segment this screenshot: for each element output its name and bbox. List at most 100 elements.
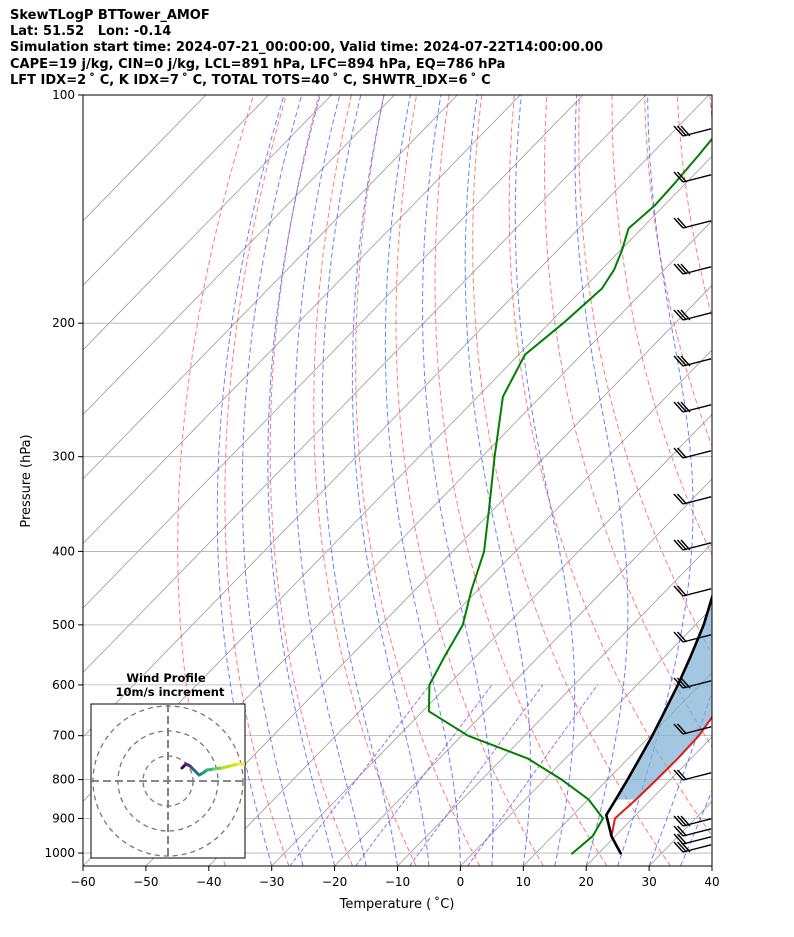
moist-adiabat	[216, 95, 285, 866]
moist-adiabat	[267, 95, 336, 866]
isotherm-line	[523, 671, 712, 866]
wind-barb	[673, 309, 712, 321]
dry-adiabat	[578, 95, 712, 655]
dry-adiabat	[775, 95, 794, 866]
mixing-ratio-line	[289, 684, 431, 866]
cape-fill	[615, 597, 712, 800]
wind-barb	[673, 815, 712, 827]
moist-adiabat	[648, 690, 712, 866]
dry-adiabat	[395, 95, 544, 866]
y-tick-label: 500	[52, 618, 75, 632]
wind-barb	[673, 841, 712, 853]
parcel-line	[605, 592, 712, 855]
temperature-line	[610, 715, 712, 855]
title-line-5: LFT IDX=2 ˚ C, K IDX=7 ˚ C, TOTAL TOTS=4…	[10, 73, 491, 88]
x-tick-label: −10	[385, 875, 410, 889]
y-tick-label: 200	[52, 316, 75, 330]
hodograph-inset: Wind Profile 10m/s increment	[90, 671, 246, 859]
dry-adiabat	[269, 95, 353, 866]
moist-adiabat	[680, 789, 712, 866]
moist-adiabat	[464, 95, 531, 866]
x-tick-label: −40	[196, 875, 221, 889]
y-tick-label: 800	[52, 773, 75, 787]
dry-adiabat	[611, 95, 712, 557]
moist-adiabat	[351, 95, 430, 866]
y-tick-label: 100	[52, 88, 75, 102]
moist-adiabat	[574, 95, 629, 866]
x-tick-label: −30	[259, 875, 284, 889]
dry-adiabat	[472, 95, 672, 866]
dry-adiabat	[177, 95, 255, 866]
y-tick-label: 300	[52, 450, 75, 464]
x-tick-label: 10	[516, 875, 531, 889]
wind-barb	[673, 585, 712, 597]
x-tick-label: 30	[641, 875, 656, 889]
title-line-2: Lat: 51.52 Lon: -0.14	[10, 24, 172, 39]
mixing-ratio-line	[467, 684, 599, 866]
moist-adiabat	[422, 95, 494, 866]
x-tick-label: 0	[457, 875, 465, 889]
moist-adiabat	[514, 95, 576, 866]
wind-barb	[673, 723, 712, 735]
isotherm-line	[83, 95, 395, 415]
moist-adiabat	[321, 95, 398, 866]
isotherm-line	[83, 95, 710, 738]
isotherm-line	[334, 478, 712, 866]
y-tick-label: 400	[52, 544, 75, 558]
cape-area	[615, 597, 712, 800]
wind-barb	[673, 355, 712, 367]
wind-barb	[673, 833, 712, 845]
moist-adiabat	[293, 95, 367, 866]
moist-adiabats	[216, 95, 712, 866]
dry-adiabat	[224, 95, 290, 866]
dewpoint-line	[427, 137, 712, 855]
x-tick-label: 40	[704, 875, 719, 889]
wind-barbs	[673, 125, 712, 853]
wind-barb	[673, 769, 712, 781]
moist-adiabat	[241, 95, 304, 866]
wind-barb	[673, 171, 712, 183]
mixing-ratio-line	[409, 684, 544, 866]
wind-barb	[673, 539, 712, 551]
isotherm-line	[83, 95, 332, 351]
mixing-ratio-line	[355, 684, 493, 866]
y-tick-label: 1000	[44, 846, 75, 860]
x-tick-label: −50	[133, 875, 158, 889]
x-axis-label: Temperature ( ˚C)	[339, 896, 455, 912]
hodograph-subtitle: 10m/s increment	[116, 685, 225, 699]
isotherm-line	[83, 95, 584, 609]
wind-barb	[673, 263, 712, 275]
title-line-4: CAPE=19 j/kg, CIN=0 j/kg, LCL=891 hPa, L…	[10, 57, 506, 72]
y-tick-label: 600	[52, 678, 75, 692]
moist-adiabat	[617, 95, 694, 866]
isotherm-line	[585, 736, 712, 866]
dry-adiabat	[355, 95, 481, 866]
dry-adiabat	[508, 95, 712, 837]
x-tick-label: −20	[322, 875, 347, 889]
isotherm-line	[83, 95, 458, 480]
dry-adiabat	[742, 95, 794, 866]
x-axis-ticks: −60 −50 −40 −30 −20 −10 0 10 20 30 40	[70, 866, 720, 889]
isotherm-line	[145, 284, 712, 866]
isotherm-line	[83, 95, 269, 286]
y-axis-ticks: 100 200 300 400 500 600 700 800 900 1000	[44, 88, 83, 860]
x-tick-label: 20	[579, 875, 594, 889]
profile-lines	[427, 137, 712, 855]
isotherm-line	[711, 865, 712, 866]
dry-adiabat	[434, 95, 608, 866]
isotherm-line	[83, 95, 521, 545]
title-line-1: SkewTLogP BTTower_AMOF	[10, 8, 210, 23]
wind-barb	[673, 401, 712, 413]
isotherm-line	[397, 542, 712, 866]
wind-barb	[673, 447, 712, 459]
y-tick-label: 700	[52, 729, 75, 743]
moist-adiabat	[384, 95, 461, 866]
wind-barb	[673, 677, 712, 689]
dry-adiabat	[709, 95, 712, 125]
moist-adiabat	[711, 864, 712, 866]
dry-adiabat	[676, 95, 712, 319]
wind-barb	[673, 493, 712, 505]
wind-barb	[673, 217, 712, 229]
wind-barb	[673, 125, 712, 137]
